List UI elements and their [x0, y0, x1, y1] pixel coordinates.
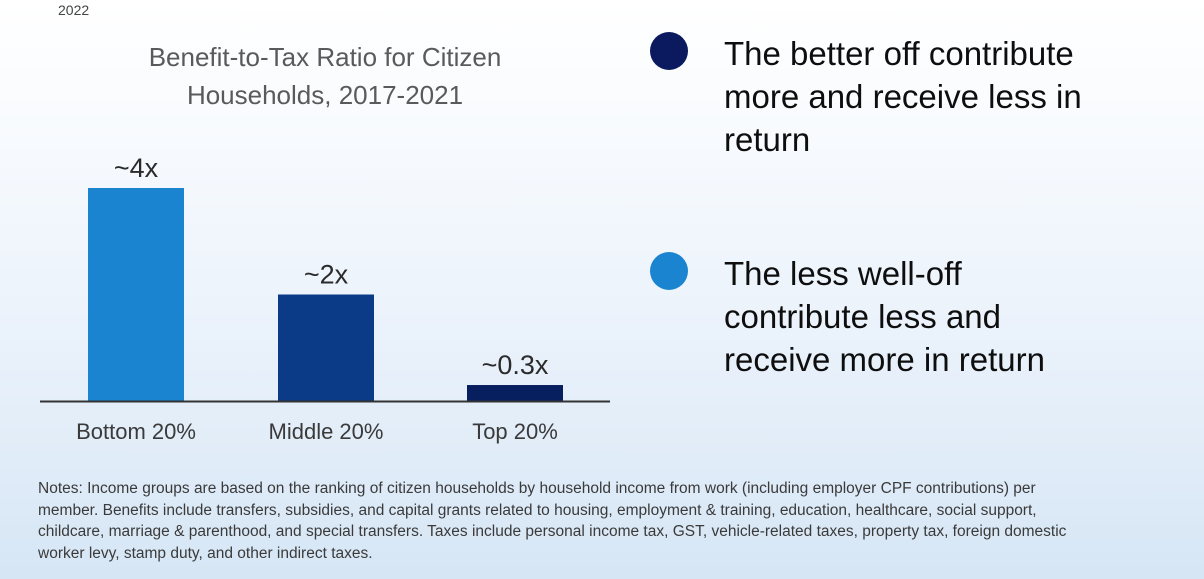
legend-text-line: receive more in return — [724, 341, 1045, 378]
year-label: 2022 — [58, 2, 90, 18]
legend-text-line: The less well-off — [724, 255, 962, 292]
legend-dot-dark-icon — [650, 32, 688, 70]
notes-line: member. Benefits include transfers, subs… — [38, 501, 1037, 519]
legend-item-less-well-off: The less well-off contribute less and re… — [650, 252, 1144, 381]
legend-dot-light-icon — [650, 252, 688, 290]
legend-text-line: return — [724, 121, 811, 158]
notes-line: worker levy, stamp duty, and other indir… — [38, 544, 373, 562]
legend-text-less-well-off: The less well-off contribute less and re… — [724, 252, 1144, 381]
data-label-0: ~4x — [114, 153, 159, 183]
legend-text-line: contribute less and — [724, 298, 1002, 335]
legend-item-better-off: The better off contribute more and recei… — [650, 32, 1144, 161]
legend-text-better-off: The better off contribute more and recei… — [724, 32, 1144, 161]
category-label-2: Top 20% — [472, 419, 558, 444]
category-label-1: Middle 20% — [269, 419, 384, 444]
category-label-0: Bottom 20% — [76, 419, 196, 444]
notes-line: childcare, marriage & parenthood, and sp… — [38, 523, 1067, 540]
data-label-2: ~0.3x — [482, 350, 549, 380]
legend-text-line: The better off contribute — [724, 35, 1074, 72]
bar-1 — [278, 294, 374, 401]
bar-chart: ~4x Bottom 20% ~2x Middle 20% ~0.3x Top 20% — [40, 153, 610, 444]
notes-line: Notes: Income groups are based on the ra… — [38, 480, 1036, 497]
notes: Notes: Income groups are based on the ra… — [38, 478, 1188, 564]
legend-text-line: more and receive less in — [724, 78, 1082, 115]
bar-0 — [88, 188, 184, 401]
chart-title: Benefit-to-Tax Ratio for Citizen Househo… — [148, 42, 502, 110]
data-label-1: ~2x — [304, 260, 349, 290]
bar-2 — [467, 385, 563, 401]
